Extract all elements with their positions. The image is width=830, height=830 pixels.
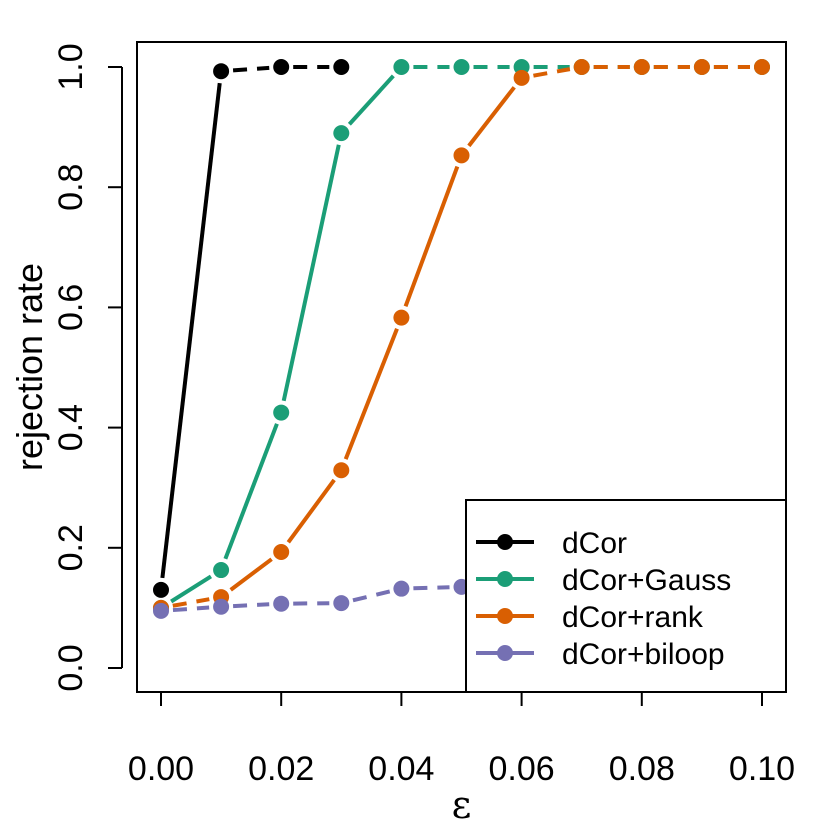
legend-item: dCor+rank	[476, 601, 704, 634]
y-tick-label: 0.6	[52, 284, 90, 331]
y-tick-label: 0.0	[52, 644, 90, 691]
data-point	[453, 147, 470, 164]
x-tick-label: 0.02	[248, 750, 314, 788]
y-tick-label: 1.0	[52, 43, 90, 90]
legend-swatch-marker	[497, 534, 513, 550]
series-segment	[160, 82, 222, 579]
series-segment	[352, 589, 391, 603]
series-segment	[229, 557, 273, 592]
legend-swatch-marker	[497, 608, 513, 624]
legend-box	[465, 499, 787, 693]
series-segment	[232, 602, 270, 609]
data-point	[153, 602, 169, 619]
series-segment	[232, 65, 270, 73]
data-point	[693, 59, 710, 75]
data-point	[333, 59, 350, 75]
legend-item: dCor	[476, 527, 627, 560]
series-segment	[286, 478, 336, 544]
data-point	[754, 59, 770, 75]
legend-label: dCor+rank	[562, 601, 704, 634]
legend-item: dCor+biloop	[476, 638, 725, 671]
x-tick-label: 0.08	[609, 750, 675, 788]
data-point	[273, 404, 290, 421]
y-axis-title: rejection rate	[9, 263, 50, 471]
data-point	[213, 598, 230, 615]
x-tick-label: 0.10	[729, 750, 795, 788]
legend-label: dCor+biloop	[562, 638, 725, 671]
x-tick-label: 0.06	[489, 750, 555, 788]
legend: dCor dCor+Gauss dCor+rank dCor+biloop	[465, 499, 787, 693]
x-axis-title: ε	[452, 783, 472, 827]
data-point	[513, 69, 530, 86]
series-segment	[170, 574, 213, 604]
data-point	[333, 462, 350, 479]
data-point	[333, 595, 350, 612]
series-segment	[413, 585, 450, 591]
legend-swatch-marker	[497, 645, 513, 661]
data-point	[393, 309, 410, 326]
legend-swatch-marker	[497, 571, 513, 587]
data-point	[573, 59, 590, 75]
data-point	[453, 59, 470, 75]
series-segment	[172, 605, 210, 613]
series-segment	[172, 597, 210, 608]
data-point	[273, 59, 290, 75]
series-segment	[347, 74, 395, 126]
series-segment	[223, 423, 279, 560]
data-point	[333, 125, 350, 142]
series-segment	[533, 67, 571, 78]
series-segment	[281, 144, 341, 402]
legend-label: dCor	[562, 527, 627, 560]
series-segment	[403, 165, 460, 308]
y-axis: 0.0 0.2 0.4 0.6 0.8 1.0	[52, 43, 123, 692]
legend-label: dCor+Gauss	[562, 564, 731, 597]
y-tick-label: 0.2	[52, 524, 90, 571]
x-tick-label: 0.00	[128, 750, 194, 788]
data-point	[273, 544, 290, 561]
series-dcor	[153, 59, 350, 598]
data-point	[633, 59, 650, 75]
data-point	[273, 595, 290, 612]
series-segment	[343, 328, 399, 460]
data-point	[213, 562, 230, 579]
y-tick-label: 0.4	[52, 404, 90, 451]
legend-item: dCor+Gauss	[476, 564, 731, 597]
data-point	[393, 59, 410, 75]
y-tick-label: 0.8	[52, 164, 90, 211]
x-tick-label: 0.04	[368, 750, 434, 788]
data-point	[213, 63, 230, 80]
x-axis: 0.00 0.02 0.04 0.06 0.08 0.10	[128, 691, 795, 788]
data-point	[153, 581, 169, 598]
series-segment	[467, 86, 516, 148]
data-point	[393, 580, 410, 597]
